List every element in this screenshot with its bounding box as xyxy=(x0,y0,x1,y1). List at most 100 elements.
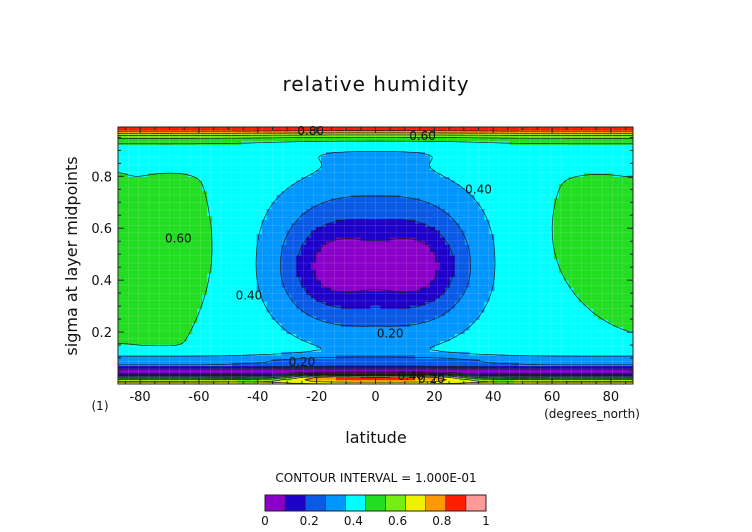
contour-cell xyxy=(251,162,258,167)
contour-cell xyxy=(484,241,490,246)
contour-cell xyxy=(345,198,352,203)
contour-cell xyxy=(583,269,590,274)
contour-cell xyxy=(568,191,575,196)
contour-cell xyxy=(558,180,565,185)
contour-cell xyxy=(122,226,129,232)
contour-cell xyxy=(231,173,238,178)
contour-cell xyxy=(514,276,520,282)
contour-cell xyxy=(563,237,570,242)
contour-cell xyxy=(429,284,436,289)
contour-cell xyxy=(380,280,386,285)
contour-cell xyxy=(489,273,495,278)
contour-cell xyxy=(603,241,609,246)
contour-cell xyxy=(529,226,535,232)
contour-cell xyxy=(212,262,218,267)
contour-cell xyxy=(529,155,535,160)
contour-cell xyxy=(444,266,451,271)
contour-cell xyxy=(543,291,550,296)
contour-cell xyxy=(588,130,594,135)
contour-cell xyxy=(429,134,436,139)
contour-cell xyxy=(469,269,476,274)
contour-cell xyxy=(281,148,287,153)
contour-cell xyxy=(553,266,560,271)
contour-cell xyxy=(454,201,461,207)
contour-cell xyxy=(524,248,530,253)
contour-cell xyxy=(499,226,505,232)
contour-cell xyxy=(504,273,510,278)
contour-cell xyxy=(296,144,302,150)
contour-cell xyxy=(122,151,129,157)
contour-cell xyxy=(127,205,134,210)
contour-cell xyxy=(608,144,614,150)
contour-cell xyxy=(375,173,382,178)
contour-cell xyxy=(360,291,367,296)
contour-cell xyxy=(345,273,352,278)
contour-cell xyxy=(197,255,203,260)
contour-cell xyxy=(494,266,500,271)
contour-cell xyxy=(286,187,292,192)
contour-cell xyxy=(400,216,406,221)
contour-cell xyxy=(504,266,510,271)
contour-cell xyxy=(474,166,481,171)
contour-cell xyxy=(449,205,456,210)
contour-cell xyxy=(548,166,555,171)
contour-cell xyxy=(132,134,139,139)
contour-cell xyxy=(548,209,555,214)
contour-cell xyxy=(360,155,367,160)
contour-cell xyxy=(529,212,535,217)
contour-cell xyxy=(177,244,183,249)
contour-cell xyxy=(593,287,599,292)
contour-cell xyxy=(261,248,268,253)
contour-cell xyxy=(217,226,223,232)
contour-cell xyxy=(449,137,456,142)
contour-cell xyxy=(375,134,382,139)
contour-cell xyxy=(167,276,174,282)
contour-cell xyxy=(464,176,471,182)
contour-cell xyxy=(553,244,560,249)
contour-cell xyxy=(474,244,481,249)
contour-cell xyxy=(533,148,540,153)
contour-cell xyxy=(311,166,317,171)
contour-cell xyxy=(454,241,461,246)
contour-cell xyxy=(365,144,372,150)
contour-cell xyxy=(459,262,466,267)
contour-cell xyxy=(583,141,590,146)
contour-cell xyxy=(538,234,545,239)
contour-cell xyxy=(325,255,332,260)
contour-cell xyxy=(583,184,590,189)
contour-cell xyxy=(266,205,273,210)
contour-cell xyxy=(479,216,486,221)
contour-cell xyxy=(593,216,599,221)
contour-cell xyxy=(251,216,258,221)
contour-cell xyxy=(261,244,268,249)
contour-cell xyxy=(429,137,436,142)
contour-cell xyxy=(137,255,144,260)
contour-cell xyxy=(499,259,505,264)
contour-cell xyxy=(172,184,179,189)
contour-cell xyxy=(618,141,624,146)
contour-cell xyxy=(420,191,426,196)
contour-cell xyxy=(177,205,183,210)
contour-cell xyxy=(439,216,446,221)
contour-cell xyxy=(410,262,416,267)
contour-cell xyxy=(454,194,461,199)
contour-cell xyxy=(118,273,124,278)
contour-cell xyxy=(538,291,545,296)
contour-cell xyxy=(400,230,406,235)
contour-cell xyxy=(355,191,362,196)
contour-cell xyxy=(558,226,565,232)
contour-cell xyxy=(236,130,243,135)
contour-cell xyxy=(464,251,471,257)
contour-cell xyxy=(162,255,169,260)
contour-cell xyxy=(142,212,149,217)
contour-cell xyxy=(261,201,268,207)
contour-cell xyxy=(583,244,590,249)
contour-cell xyxy=(529,248,535,253)
contour-cell xyxy=(291,291,297,296)
contour-cell xyxy=(231,241,238,246)
contour-cell xyxy=(603,198,609,203)
contour-cell xyxy=(538,219,545,224)
contour-cell xyxy=(489,166,495,171)
contour-cell xyxy=(122,273,129,278)
contour-cell xyxy=(137,198,144,203)
